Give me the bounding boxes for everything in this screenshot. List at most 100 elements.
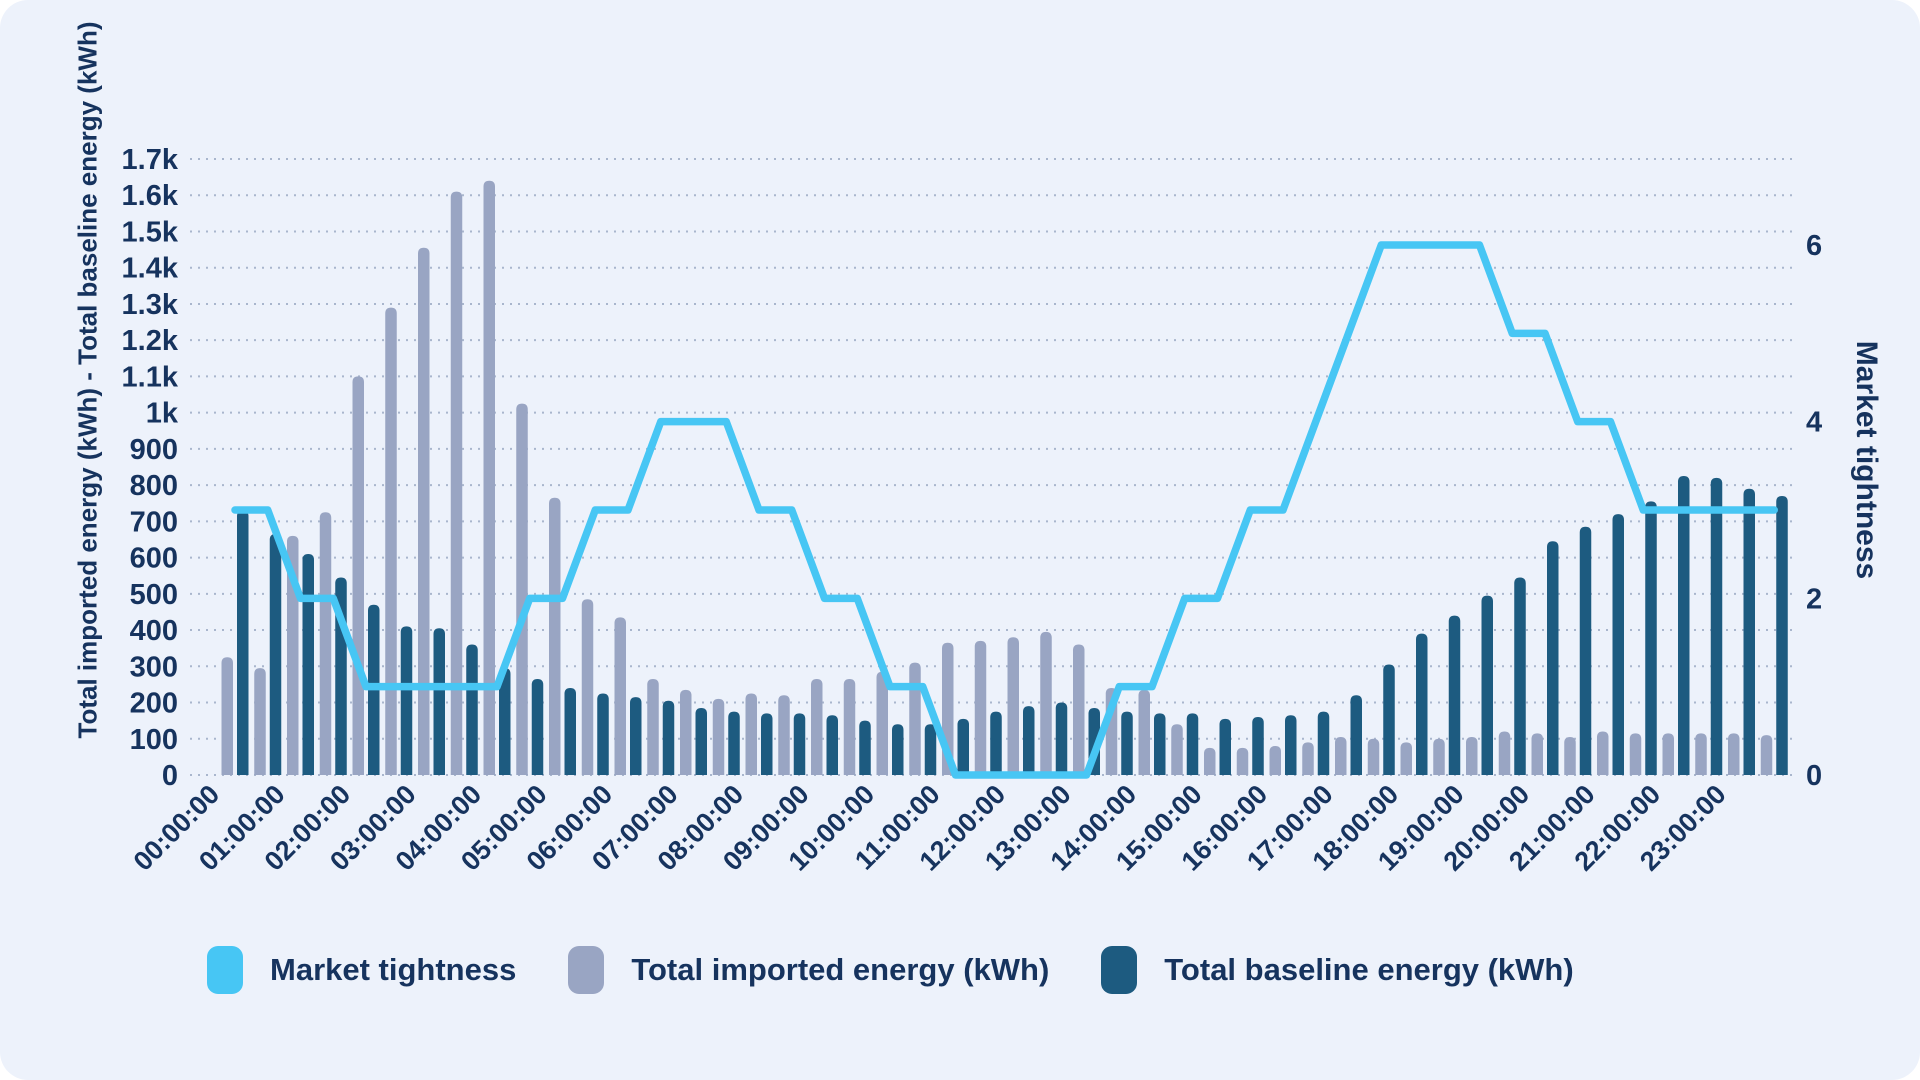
baseline-energy-bar — [1514, 577, 1526, 775]
left-axis-tick: 0 — [162, 760, 178, 792]
imported-energy-bar — [1400, 742, 1412, 775]
left-axis-tick: 900 — [130, 434, 178, 466]
imported-energy-bar — [1597, 731, 1609, 775]
imported-energy-bar — [614, 617, 626, 775]
baseline-energy-bar — [1186, 713, 1199, 775]
imported-energy-bar — [778, 695, 790, 775]
imported-energy-bar — [385, 307, 397, 775]
left-axis-tick: 1k — [146, 398, 179, 430]
baseline-energy-bar — [957, 718, 969, 775]
market-tightness-line — [231, 241, 1778, 779]
imported-energy-bar — [1728, 733, 1740, 775]
legend-label-baseline-energy: Total baseline energy (kWh) — [1164, 952, 1574, 987]
baseline-energy-bar — [302, 553, 314, 775]
baseline-energy-bar — [499, 668, 511, 775]
baseline-energy-bar — [433, 628, 445, 775]
left-axis-tick: 700 — [130, 506, 178, 538]
right-axis-title: Market tightness — [1850, 340, 1883, 580]
baseline-energy-bar — [761, 713, 773, 775]
imported-energy-swatch — [568, 946, 605, 994]
baseline-energy-bar — [531, 678, 544, 775]
baseline-energy-bar — [630, 697, 642, 775]
imported-energy-bar — [516, 403, 528, 775]
left-axis-tick: 1.1k — [122, 361, 179, 393]
baseline-energy-bar — [1383, 664, 1395, 775]
left-axis-tick: 300 — [130, 651, 178, 683]
baseline-energy-bar — [269, 534, 282, 775]
baseline-energy-bar — [1055, 702, 1068, 775]
right-axis-tick: 0 — [1806, 760, 1822, 792]
baseline-energy-bar — [1481, 595, 1493, 775]
imported-energy-bar — [483, 180, 495, 775]
baseline-energy-bar — [662, 700, 675, 775]
baseline-energy-bar — [237, 510, 249, 775]
baseline-energy-bar — [1678, 476, 1690, 775]
imported-energy-bar — [319, 512, 332, 775]
baseline-energy-bar — [990, 711, 1002, 775]
baseline-energy-bar — [1710, 477, 1723, 775]
imported-energy-bar — [1629, 733, 1642, 775]
baseline-energy-bar — [892, 724, 904, 775]
left-axis-title: Total imported energy (kWh) - Total base… — [72, 21, 103, 739]
left-axis-tick: 500 — [130, 579, 178, 611]
imported-energy-bar — [1335, 736, 1347, 775]
baseline-energy-bar — [1121, 711, 1133, 775]
baseline-energy-bar — [1612, 514, 1624, 775]
imported-energy-bar — [1007, 637, 1019, 775]
imported-energy-bar — [1073, 644, 1085, 775]
baseline-energy-swatch — [1101, 946, 1138, 994]
imported-energy-bar — [352, 376, 364, 775]
left-axis-tick: 400 — [130, 615, 178, 647]
baseline-energy-bar — [1252, 717, 1264, 775]
baseline-energy-bar — [1743, 488, 1755, 775]
baseline-energy-bar — [597, 693, 609, 775]
right-axis-tick: 2 — [1806, 583, 1822, 615]
baseline-energy-bar — [1645, 501, 1657, 775]
imported-energy-bar — [549, 497, 561, 775]
imported-energy-bar — [1760, 735, 1773, 775]
left-axis-tick: 200 — [130, 688, 178, 720]
imported-energy-bar — [1531, 733, 1543, 775]
legend-item-imported-energy[interactable]: Total imported energy (kWh) — [568, 946, 1049, 994]
imported-energy-bar — [974, 640, 987, 775]
imported-energy-bar — [1171, 724, 1183, 775]
legend: Market tightness Total imported energy (… — [207, 946, 1574, 994]
baseline-energy-bar — [1448, 615, 1461, 775]
imported-energy-bar — [1662, 733, 1674, 775]
imported-energy-bar — [876, 671, 888, 775]
imported-energy-bar — [1466, 736, 1478, 775]
imported-energy-bar — [1367, 738, 1380, 775]
baseline-energy-bar — [1416, 633, 1428, 775]
baseline-energy-bar — [1023, 706, 1035, 775]
imported-energy-bar — [254, 668, 266, 775]
baseline-energy-bar — [1154, 713, 1166, 775]
baseline-energy-bar — [826, 715, 838, 775]
left-axis-tick: 1.2k — [122, 325, 179, 357]
imported-energy-bar — [1433, 738, 1445, 775]
right-axis-tick: 4 — [1806, 407, 1822, 439]
baseline-energy-bar — [466, 644, 478, 775]
imported-energy-bar — [1498, 731, 1511, 775]
imported-energy-bar — [680, 689, 692, 775]
left-axis-tick: 800 — [130, 470, 178, 502]
imported-energy-bar — [221, 657, 233, 775]
imported-energy-bar — [1302, 742, 1314, 775]
baseline-energy-bar — [400, 626, 413, 775]
left-axis-tick: 600 — [130, 543, 178, 575]
legend-label-imported-energy: Total imported energy (kWh) — [631, 952, 1050, 987]
baseline-energy-bar — [1219, 718, 1231, 775]
legend-item-market-tightness[interactable]: Market tightness — [207, 946, 516, 994]
baseline-energy-bar — [1317, 711, 1330, 775]
baseline-energy-bar — [728, 711, 740, 775]
baseline-energy-bar — [695, 707, 707, 775]
left-axis-tick: 1.4k — [122, 253, 179, 285]
imported-energy-bar — [909, 662, 921, 775]
left-axis-tick: 1.3k — [122, 289, 179, 321]
baseline-energy-bar — [793, 713, 806, 775]
imported-energy-bar — [418, 247, 430, 775]
imported-energy-bar — [1564, 736, 1576, 775]
left-axis-tick: 1.6k — [122, 180, 179, 212]
imported-energy-bar — [1204, 747, 1216, 775]
legend-item-baseline-energy[interactable]: Total baseline energy (kWh) — [1101, 946, 1574, 994]
